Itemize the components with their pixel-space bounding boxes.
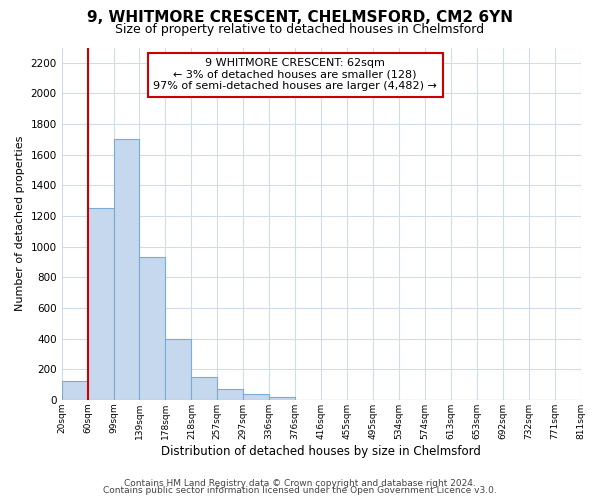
Bar	[88, 208, 113, 400]
Text: Contains public sector information licensed under the Open Government Licence v3: Contains public sector information licen…	[103, 486, 497, 495]
Text: 9, WHITMORE CRESCENT, CHELMSFORD, CM2 6YN: 9, WHITMORE CRESCENT, CHELMSFORD, CM2 6Y…	[87, 10, 513, 25]
Bar	[217, 389, 243, 400]
Text: Contains HM Land Registry data © Crown copyright and database right 2024.: Contains HM Land Registry data © Crown c…	[124, 478, 476, 488]
Text: Size of property relative to detached houses in Chelmsford: Size of property relative to detached ho…	[115, 22, 485, 36]
Bar	[166, 338, 191, 400]
Bar	[113, 140, 139, 400]
Bar	[191, 377, 217, 400]
Bar	[269, 396, 295, 400]
Bar	[243, 394, 269, 400]
Bar	[139, 258, 166, 400]
Text: 9 WHITMORE CRESCENT: 62sqm
← 3% of detached houses are smaller (128)
97% of semi: 9 WHITMORE CRESCENT: 62sqm ← 3% of detac…	[153, 58, 437, 92]
Bar	[62, 382, 88, 400]
X-axis label: Distribution of detached houses by size in Chelmsford: Distribution of detached houses by size …	[161, 444, 481, 458]
Y-axis label: Number of detached properties: Number of detached properties	[15, 136, 25, 312]
